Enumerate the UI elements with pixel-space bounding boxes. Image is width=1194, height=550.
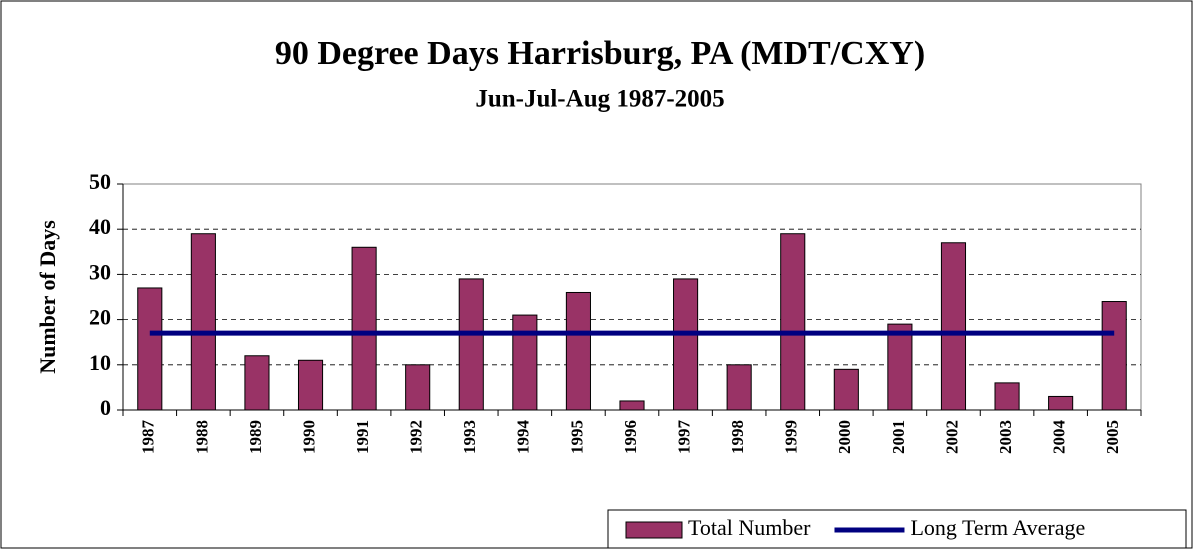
- bar: [190, 233, 216, 411]
- x-tick-label: 1996: [621, 420, 640, 454]
- x-tick-label: 1989: [246, 420, 265, 454]
- y-tick-label: 0: [100, 395, 111, 420]
- bar: [994, 382, 1020, 411]
- x-tick-label: 1988: [192, 420, 211, 454]
- bar: [351, 246, 377, 411]
- x-tick-label: 2002: [942, 420, 961, 454]
- x-tick-label: 1993: [460, 420, 479, 454]
- y-axis-label: Number of Days: [35, 220, 60, 374]
- x-tick-label: 2004: [1050, 420, 1069, 455]
- bar: [405, 364, 431, 411]
- chart-subtitle: Jun-Jul-Aug 1987-2005: [475, 86, 724, 113]
- bar: [244, 355, 270, 411]
- x-tick-label: 1994: [514, 420, 533, 455]
- bar: [780, 233, 806, 411]
- legend-label: Long Term Average: [910, 515, 1085, 540]
- legend-swatch: [625, 521, 683, 539]
- bar: [726, 364, 752, 411]
- x-tick-label: 2003: [996, 420, 1015, 454]
- bar: [673, 278, 699, 411]
- legend-label: Total Number: [688, 515, 811, 540]
- y-tick-label: 40: [89, 214, 111, 239]
- bar: [137, 287, 163, 411]
- x-tick-label: 1997: [674, 420, 693, 455]
- x-tick-label: 1991: [353, 420, 372, 454]
- bar: [1048, 395, 1074, 411]
- bar: [1101, 301, 1127, 411]
- bar: [619, 400, 645, 411]
- y-tick-label: 10: [89, 350, 111, 375]
- x-tick-label: 1995: [567, 420, 586, 454]
- x-tick-label: 1987: [139, 420, 158, 455]
- bar: [940, 242, 967, 411]
- bar: [297, 359, 324, 411]
- x-tick-label: 2000: [835, 420, 854, 454]
- chart-title: 90 Degree Days Harrisburg, PA (MDT/CXY): [275, 35, 925, 72]
- x-tick-label: 1990: [299, 420, 318, 454]
- x-tick-label: 1998: [728, 420, 747, 454]
- x-tick-label: 1992: [407, 420, 426, 454]
- x-tick-label: 1999: [782, 420, 801, 454]
- y-tick-label: 20: [89, 305, 111, 330]
- bar: [833, 368, 859, 411]
- y-tick-label: 30: [89, 259, 111, 284]
- bar: [565, 291, 591, 411]
- x-tick-label: 2001: [889, 420, 908, 454]
- x-tick-label: 2005: [1103, 420, 1122, 454]
- bar: [887, 323, 913, 411]
- y-tick-label: 50: [89, 169, 111, 194]
- bar: [458, 278, 484, 411]
- bar: [512, 314, 538, 411]
